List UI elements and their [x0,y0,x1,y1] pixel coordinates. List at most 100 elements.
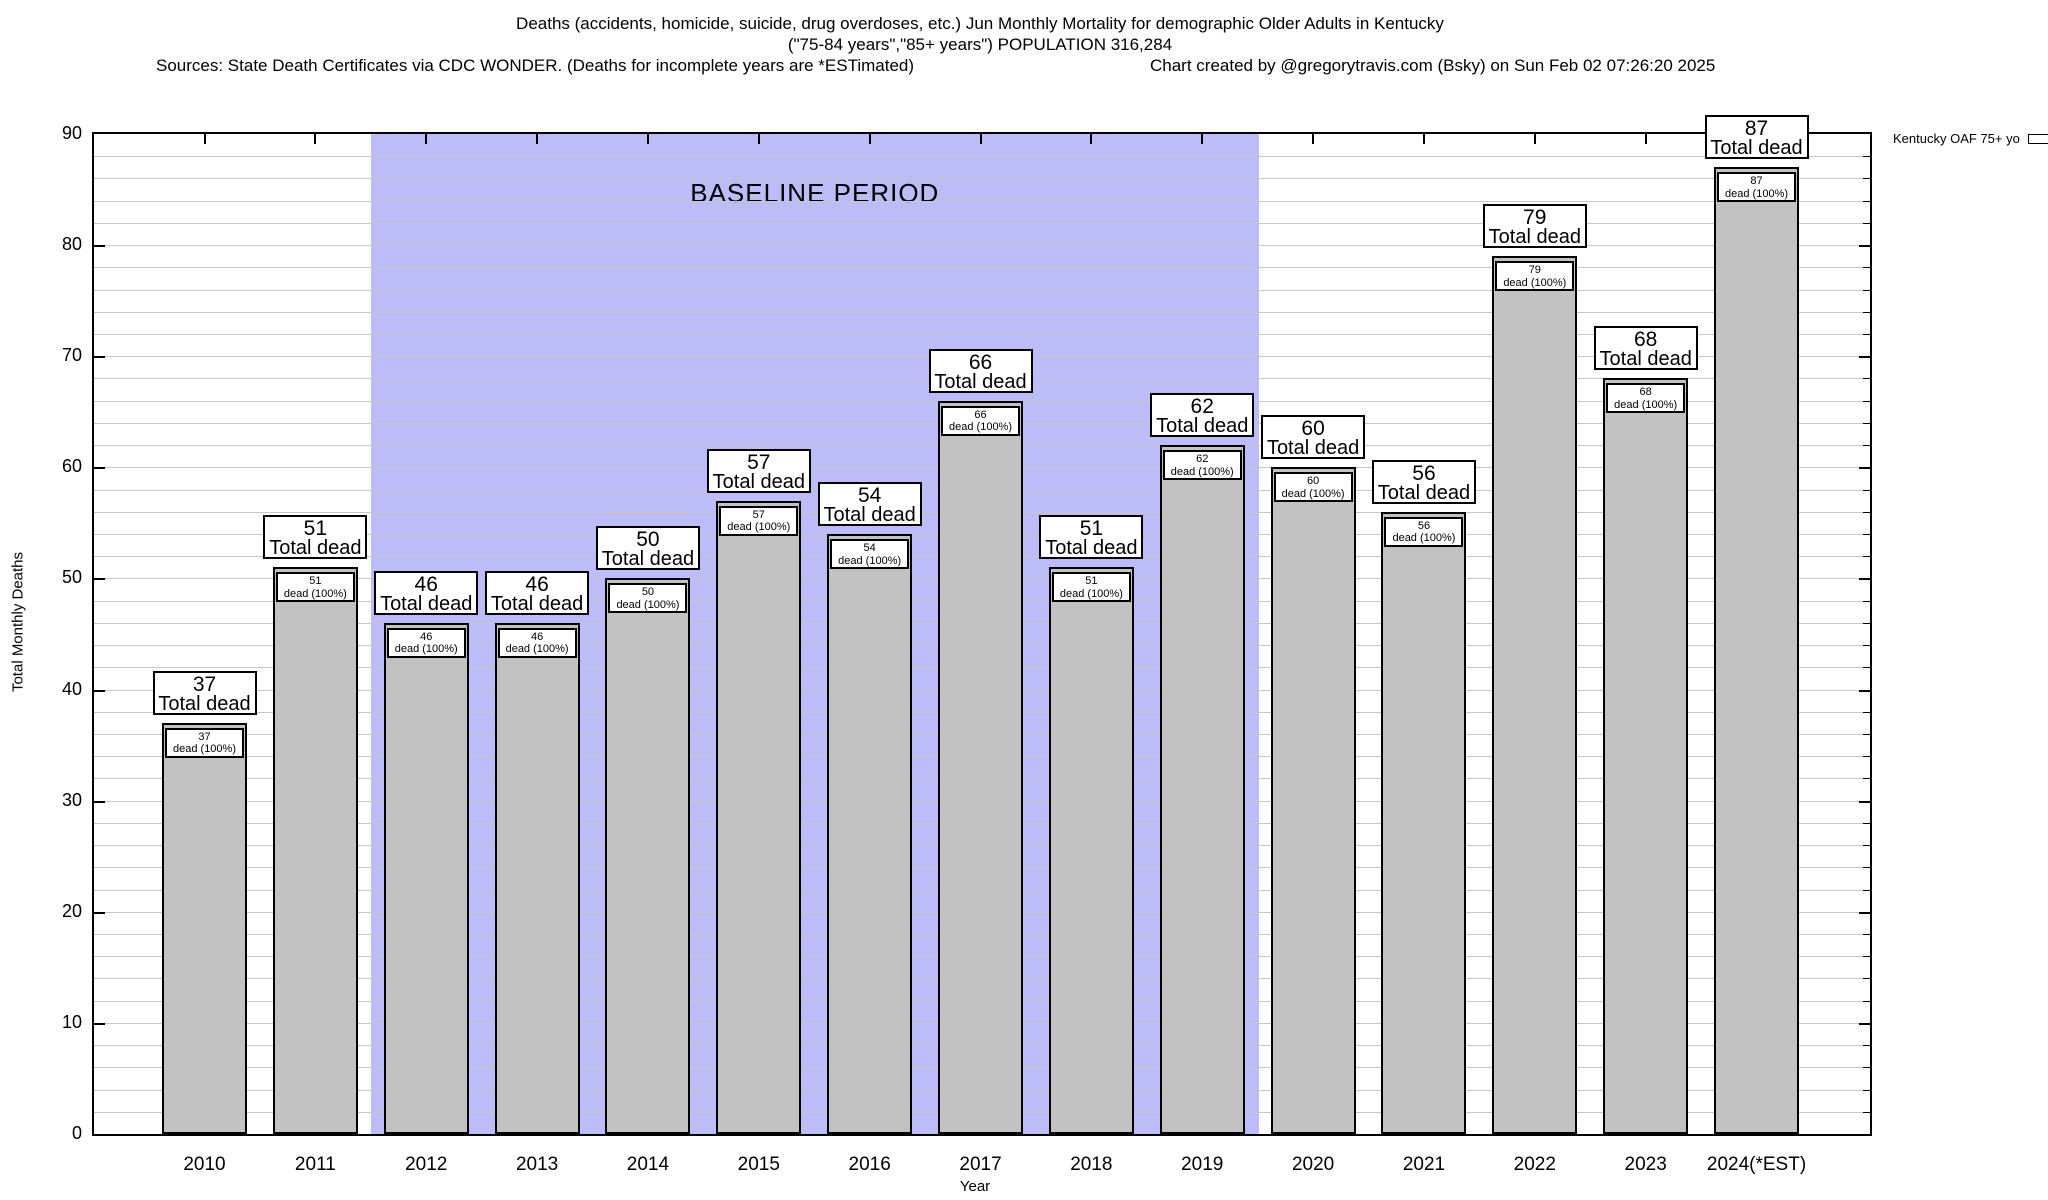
bar-inner-value: 79 [1528,264,1541,277]
bar-total-caption: Total dead [1599,348,1692,371]
x-tick-top [1201,134,1204,144]
bar-total-caption: Total dead [1710,137,1803,160]
bar-total-label: 56 Total dead [1371,459,1476,504]
y-major-tick-right [1859,800,1870,803]
y-minor-tick-right [1863,222,1870,224]
bar-inner-caption: dead (100%) [949,421,1013,434]
bar-total-caption: Total dead [823,504,916,526]
y-minor-tick-right [1863,534,1870,535]
x-tick-top [868,134,871,144]
x-tick-top [1422,134,1425,144]
y-minor-tick-right [1863,489,1870,491]
bar-total-label: 51 Total dead [263,515,368,560]
y-minor-tick-right [1863,334,1870,335]
chart-title: Deaths (accidents, homicide, suicide, dr… [516,14,1444,33]
bar-inner-caption: dead (100%) [1614,398,1678,411]
bar-inner-label: 68 dead (100%) [1606,383,1686,414]
y-major-tick-right [1859,356,1870,359]
y-minor-tick-right [1863,556,1870,558]
y-minor-tick-right [1863,889,1870,891]
bar-inner-caption: dead (100%) [394,643,458,656]
bar-total-value: 60 [1301,417,1325,441]
y-minor-tick-right [1863,1067,1870,1069]
bar-inner-label: 79 dead (100%) [1495,261,1575,292]
bar-inner-value: 51 [1085,575,1098,588]
x-tick-label: 2021 [1402,1154,1446,1175]
bar-inner-label: 54 dead (100%) [830,539,910,569]
y-major-tick-left [94,911,105,914]
y-major-tick-left [94,245,105,248]
bar [494,622,580,1134]
bar-total-value: 87 [1744,117,1769,141]
x-tick-label: 2012 [405,1154,448,1175]
gridline [94,245,1870,247]
gridline [94,178,1870,180]
y-minor-tick-right [1863,778,1870,780]
x-tick-label: 2013 [515,1154,559,1175]
y-major-tick-right [1859,578,1870,581]
gridline [94,200,1870,202]
bar-inner-caption: dead (100%) [505,643,569,656]
bar-total-value: 56 [1412,461,1436,485]
gridline [94,156,1870,158]
bar [272,567,358,1134]
bar-inner-label: 57 dead (100%) [719,505,799,536]
x-tick-label: 2016 [848,1154,891,1175]
bar-inner-caption: dead (100%) [838,554,902,567]
y-major-tick-right [1859,245,1870,248]
bar [1603,378,1689,1134]
bar-total-label: 51 Total dead [1039,515,1144,560]
y-major-tick-right [1859,911,1870,914]
baseline-period-label: BASELINE PERIOD [690,178,940,208]
chart-subtitle: ("75-84 years","85+ years") POPULATION 3… [787,35,1173,54]
bar-inner-value: 46 [530,630,544,643]
bar-inner-caption: dead (100%) [283,587,347,600]
y-tick-label: 90 [61,123,82,143]
y-tick-label: 70 [61,345,82,366]
bar-total-value: 50 [636,528,660,552]
bar-total-label: 54 Total dead [817,482,922,526]
y-minor-tick-right [1863,200,1870,202]
x-tick-top [1533,134,1536,144]
y-axis-title: Total Monthly Deaths [9,551,27,693]
y-minor-tick-right [1863,645,1870,647]
x-tick-label: 2011 [294,1154,336,1175]
bar-total-label: 87 Total dead [1704,115,1809,160]
legend-label: Kentucky OAF 75+ yo [1893,131,2020,146]
y-minor-tick-right [1863,267,1870,269]
bar-inner-caption: dead (100%) [1170,465,1234,478]
bar-inner-value: 60 [1306,475,1320,488]
bar-inner-value: 50 [641,586,655,599]
y-minor-tick-right [1863,734,1870,735]
x-tick-label: 2020 [1291,1154,1335,1175]
gridline [94,289,1870,291]
gridline [94,311,1870,313]
y-minor-tick-right [1863,422,1870,424]
bar-inner-caption: dead (100%) [616,598,680,611]
y-tick-label: 20 [61,900,82,921]
bar-inner-value: 54 [863,542,876,554]
y-tick-label: 0 [71,1123,82,1143]
y-minor-tick-right [1863,822,1870,824]
bar-total-value: 62 [1190,395,1214,419]
y-major-tick-left [94,689,105,692]
bar-inner-label: 87 dead (100%) [1717,172,1797,203]
x-tick-top [314,134,317,144]
bar-total-caption: Total dead [1266,437,1360,460]
bar-inner-value: 56 [1417,519,1431,532]
x-tick-label: 2014 [626,1154,670,1175]
y-minor-tick-right [1863,378,1870,380]
x-tick-top [1090,134,1093,144]
bar [716,500,802,1134]
bar [162,722,247,1134]
bar [1492,256,1578,1134]
y-major-tick-left [94,578,105,581]
y-tick-label: 60 [61,456,82,477]
bar-total-label: 37 Total dead [152,670,257,715]
bar-total-value: 54 [857,484,882,507]
bar-total-value: 46 [525,572,549,596]
chart-credit: Chart created by @gregorytravis.com (Bsk… [1150,56,1716,75]
bar-inner-value: 66 [974,408,987,421]
bar-total-caption: Total dead [380,592,473,615]
y-tick-label: 80 [61,234,82,255]
